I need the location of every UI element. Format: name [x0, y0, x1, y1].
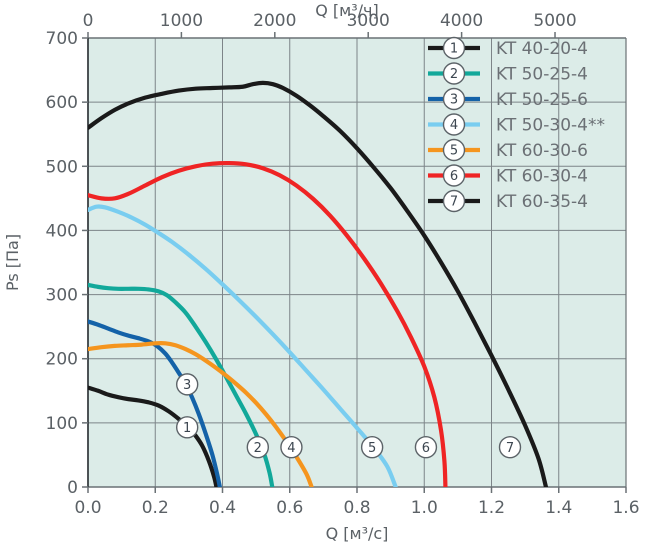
y-axis-tick-label: 500	[46, 157, 78, 177]
legend-label: KT 60-30-4	[496, 167, 588, 187]
legend-item-7[interactable]: 7 KT 60-35-4	[428, 189, 588, 213]
x-axis-top-tick-label: 3000	[347, 11, 390, 31]
legend-marker-label: 3	[450, 93, 458, 108]
legend-marker-circle	[442, 87, 466, 111]
chart-legend: 1 KT 40-20-4 2 KT 50-25-4 3 KT 50-25-6 4 KT 50-…	[428, 36, 605, 213]
legend-marker-label: 6	[450, 169, 458, 184]
series-curve-3	[88, 319, 222, 487]
y-axis-tick-label: 200	[46, 350, 78, 370]
x-axis-top-tick-label: 4000	[440, 11, 483, 31]
series-curve-1	[88, 385, 219, 487]
x-axis-tick-label: 0.0	[74, 498, 101, 518]
y-axis-tick-label: 600	[46, 93, 78, 113]
x-axis-tick-label: 0.8	[343, 498, 370, 518]
legend-marker-circle	[442, 164, 466, 187]
x-axis-top-tick-label: 5000	[533, 11, 576, 31]
series-curve-5	[88, 341, 314, 487]
legend-marker-label: 2	[450, 67, 458, 82]
x-axis-tick-label: 0.6	[276, 498, 303, 518]
marker-circle	[175, 416, 199, 439]
legend-label: KT 50-25-4	[496, 65, 588, 85]
legend-label: KT 40-20-4	[496, 39, 588, 59]
curve-markers: 1 2 3 5 4 6 7	[175, 373, 522, 459]
legend-item-5[interactable]: 5 KT 60-30-6	[428, 138, 588, 162]
legend-marker-label: 5	[450, 144, 458, 159]
legend-label: KT 60-30-6	[496, 141, 588, 161]
legend-marker-label: 4	[450, 118, 458, 133]
marker-circle	[280, 436, 303, 459]
legend-label: KT 50-30-4**	[496, 116, 605, 136]
x-axis-top-tick-label: 2000	[253, 11, 296, 31]
marker-circle	[246, 436, 270, 459]
y-axis-tick-label: 400	[46, 221, 78, 241]
y-axis-tick-label: 300	[46, 286, 78, 306]
x-axis-tick-label: 1.2	[478, 498, 505, 518]
x-axis-top-title: Q [м³/ч]	[315, 1, 379, 20]
series-curve-2	[88, 282, 275, 487]
legend-marker-circle	[442, 62, 466, 85]
curve-marker-2: 2	[246, 436, 270, 459]
x-axis-tick-label: 1.4	[545, 498, 572, 518]
marker-label: 5	[368, 441, 376, 456]
y-axis-tick-label: 700	[46, 29, 78, 49]
legend-marker-circle	[442, 36, 466, 60]
marker-label: 6	[422, 441, 430, 456]
legend-marker-circle	[442, 138, 466, 162]
marker-label: 3	[183, 378, 191, 393]
y-axis-tick-label: 0	[67, 478, 78, 498]
legend-item-2[interactable]: 2 KT 50-25-4	[428, 62, 588, 85]
curve-marker-5: 5	[360, 436, 384, 459]
marker-label: 2	[254, 441, 262, 456]
x-axis-top-tick-label: 0	[83, 11, 94, 31]
marker-circle	[175, 373, 199, 396]
legend-marker-circle	[442, 189, 466, 213]
curve-marker-6: 6	[414, 436, 438, 459]
y-axis-title: Ps [Па]	[3, 234, 22, 291]
legend-item-3[interactable]: 3 KT 50-25-6	[428, 87, 588, 111]
legend-item-1[interactable]: 1 KT 40-20-4	[428, 36, 588, 60]
x-axis-tick-label: 0.2	[142, 498, 169, 518]
x-axis-tick-label: 1.6	[612, 498, 639, 518]
curve-marker-3: 3	[175, 373, 199, 396]
legend-label: KT 50-25-6	[496, 90, 588, 110]
legend-marker-circle	[442, 113, 466, 136]
series-curve-6	[88, 160, 448, 487]
series-curve-4	[88, 204, 398, 487]
marker-circle	[360, 436, 384, 459]
curve-marker-7: 7	[498, 436, 522, 459]
legend-label: KT 60-35-4	[496, 192, 588, 212]
legend-item-4[interactable]: 4 KT 50-30-4**	[428, 113, 605, 136]
marker-label: 7	[506, 441, 514, 456]
marker-label: 4	[287, 441, 295, 456]
legend-marker-label: 1	[450, 42, 458, 57]
legend-item-6[interactable]: 6 KT 60-30-4	[428, 164, 588, 187]
marker-label: 1	[183, 421, 191, 436]
marker-circle	[414, 436, 438, 459]
y-axis-tick-label: 100	[46, 414, 78, 434]
x-axis-title: Q [м³/с]	[326, 524, 389, 543]
legend-marker-label: 7	[450, 195, 458, 210]
curves-layer	[88, 80, 549, 487]
x-axis-tick-label: 0.4	[209, 498, 236, 518]
curve-marker-1: 1	[175, 416, 199, 439]
x-axis-tick-label: 1.0	[411, 498, 438, 518]
curve-marker-4: 4	[280, 436, 303, 459]
series-curve-7	[88, 80, 549, 487]
marker-circle	[498, 436, 522, 459]
x-axis-top-tick-label: 1000	[160, 11, 203, 31]
